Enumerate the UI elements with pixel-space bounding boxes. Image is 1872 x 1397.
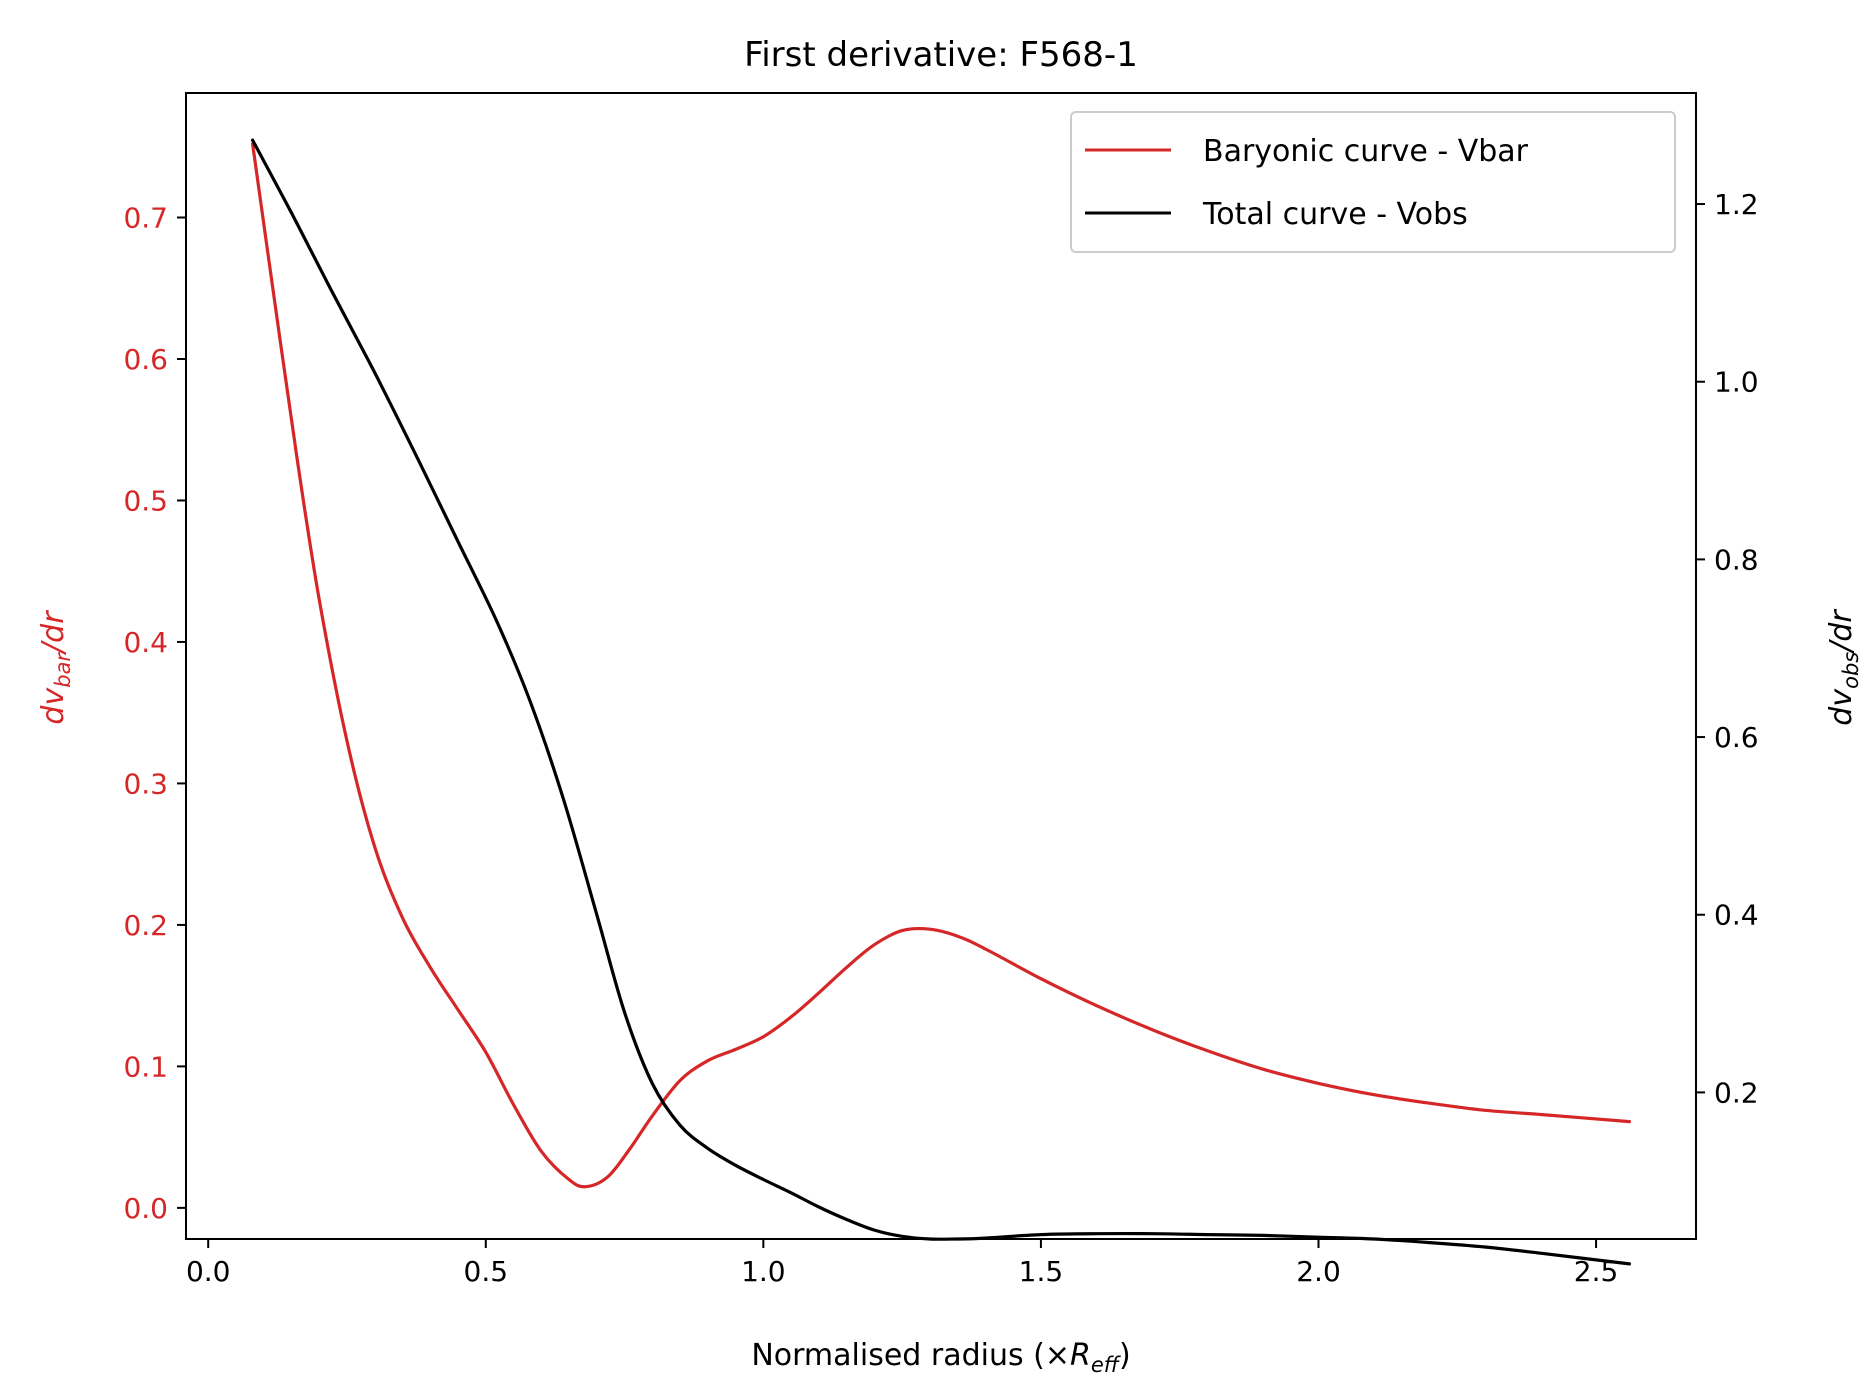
y-right-tick-label: 0.6: [1714, 721, 1759, 754]
y-left-tick-label: 0.7: [123, 202, 168, 235]
series-line-total: [251, 138, 1631, 1266]
y-axis-right-ticks: 0.2 0.4 0.6 0.8 1.0 1.2: [1696, 188, 1759, 1109]
y-axis-left-ticks: 0.0 0.1 0.2 0.3 0.4 0.5 0.6 0.7: [123, 202, 186, 1225]
series-layer: [251, 138, 1631, 1266]
x-tick-label: 0.5: [464, 1255, 509, 1288]
legend-box: [1070, 111, 1676, 253]
y-left-tick-label: 0.6: [123, 343, 168, 376]
x-tick-label: 1.0: [741, 1255, 786, 1288]
series-line-baryonic: [251, 142, 1631, 1189]
x-axis-ticks: 0.0 0.5 1.0 1.5 2.0 2.5: [186, 1239, 1618, 1288]
y-axis-left-label: dvbar/dr: [36, 610, 75, 725]
x-tick-label: 0.0: [186, 1255, 231, 1288]
y-right-tick-label: 0.8: [1714, 543, 1759, 576]
y-left-tick-label: 0.0: [123, 1192, 168, 1225]
legend-label-total: Total curve - Vobs: [1202, 197, 1468, 232]
legend: Baryonic curve - Vbar Total curve - Vobs: [1070, 111, 1676, 253]
y-right-tick-label: 0.2: [1714, 1076, 1759, 1109]
x-tick-label: 1.5: [1019, 1255, 1064, 1288]
y-right-tick-label: 1.0: [1714, 366, 1759, 399]
x-axis-label: Normalised radius (×Reff): [751, 1338, 1130, 1377]
y-axis-right-label: dvobs/dr: [1824, 609, 1863, 726]
x-tick-label: 2.0: [1296, 1255, 1341, 1288]
legend-label-baryonic: Baryonic curve - Vbar: [1203, 134, 1529, 169]
y-left-tick-label: 0.5: [123, 484, 168, 517]
chart-title: First derivative: F568-1: [744, 35, 1138, 75]
y-right-tick-label: 1.2: [1714, 188, 1759, 221]
y-left-tick-label: 0.3: [123, 767, 168, 800]
y-right-tick-label: 0.4: [1714, 899, 1759, 932]
plot-frame: [185, 92, 1697, 1240]
y-left-tick-label: 0.1: [123, 1050, 168, 1083]
y-left-tick-label: 0.2: [123, 909, 168, 942]
y-left-tick-label: 0.4: [123, 626, 168, 659]
